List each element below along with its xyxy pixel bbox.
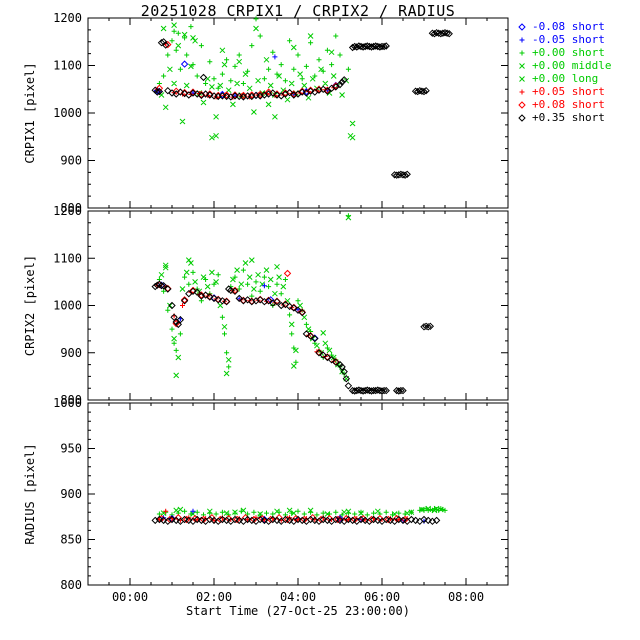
legend-label: -0.05 short xyxy=(532,33,605,46)
x-axis-title: Start Time (27-Oct-25 23:00:00) xyxy=(186,604,410,618)
legend-symbol-diamond xyxy=(518,101,526,109)
series-points-cross xyxy=(158,37,356,127)
y-tick-label: 900 xyxy=(60,154,82,168)
legend-label: +0.00 middle xyxy=(532,59,611,72)
y-tick-label: 1000 xyxy=(53,299,82,313)
y-tick-label: 1000 xyxy=(53,106,82,120)
legend-label: +0.08 short xyxy=(532,98,605,111)
y-tick-label: 800 xyxy=(60,578,82,592)
y-tick-label: 1100 xyxy=(53,251,82,265)
panel-frame xyxy=(87,402,509,586)
legend-symbol-diamond xyxy=(518,23,526,31)
x-tick-label: 08:00 xyxy=(448,590,484,604)
y-tick-label: 1200 xyxy=(53,11,82,25)
y-tick-label: 950 xyxy=(60,442,82,456)
axis-ticks xyxy=(87,402,509,586)
legend-label: -0.08 short xyxy=(532,20,605,33)
y-tick-label: 800 xyxy=(60,393,82,407)
series-points-plus xyxy=(177,283,301,322)
y-tick-label: 1200 xyxy=(53,204,82,218)
x-tick-label: 04:00 xyxy=(280,590,316,604)
legend-label: +0.35 short xyxy=(532,111,605,124)
panel-frame xyxy=(87,17,509,209)
series-points-cross xyxy=(160,22,356,141)
legend-symbol-plus xyxy=(519,50,525,56)
panel-frame xyxy=(87,210,509,401)
axis-ticks xyxy=(87,17,509,209)
series-points-cross xyxy=(158,260,350,382)
series-points-cross xyxy=(162,214,352,379)
series-points-plus xyxy=(154,283,337,364)
legend-label: +0.05 short xyxy=(532,85,605,98)
series-points-diamond xyxy=(151,515,441,526)
y-tick-label: 1100 xyxy=(53,59,82,73)
y-axis-label: CRPIX1 [pixel] xyxy=(23,62,37,163)
y-tick-label: 800 xyxy=(60,201,82,215)
y-tick-label: 1000 xyxy=(53,396,82,410)
y-axis-label: RADIUS [pixel] xyxy=(23,443,37,544)
y-axis-label: CRPIX2 [pixel] xyxy=(23,255,37,356)
x-tick-label: 00:00 xyxy=(112,590,148,604)
legend-symbol-cross xyxy=(519,63,525,69)
series-points-plus xyxy=(156,16,351,91)
series-points-diamond xyxy=(151,280,435,395)
x-tick-label: 06:00 xyxy=(364,590,400,604)
y-tick-label: 850 xyxy=(60,533,82,547)
legend-label: +0.00 short xyxy=(532,46,605,59)
y-tick-label: 900 xyxy=(60,487,82,501)
axis-ticks xyxy=(87,210,509,401)
x-tick-label: 02:00 xyxy=(196,590,232,604)
legend-label: +0.00 long xyxy=(532,72,598,85)
legend-symbol-plus xyxy=(519,37,525,43)
series-points-plus xyxy=(156,506,448,518)
legend-symbol-cross xyxy=(519,76,525,82)
y-tick-label: 900 xyxy=(60,346,82,360)
series-points-diamond xyxy=(151,28,453,179)
legend-symbol-diamond xyxy=(518,114,526,122)
legend-symbol-plus xyxy=(519,89,525,95)
plot-title: 20251028 CRPIX1 / CRPIX2 / RADIUS xyxy=(140,2,456,20)
